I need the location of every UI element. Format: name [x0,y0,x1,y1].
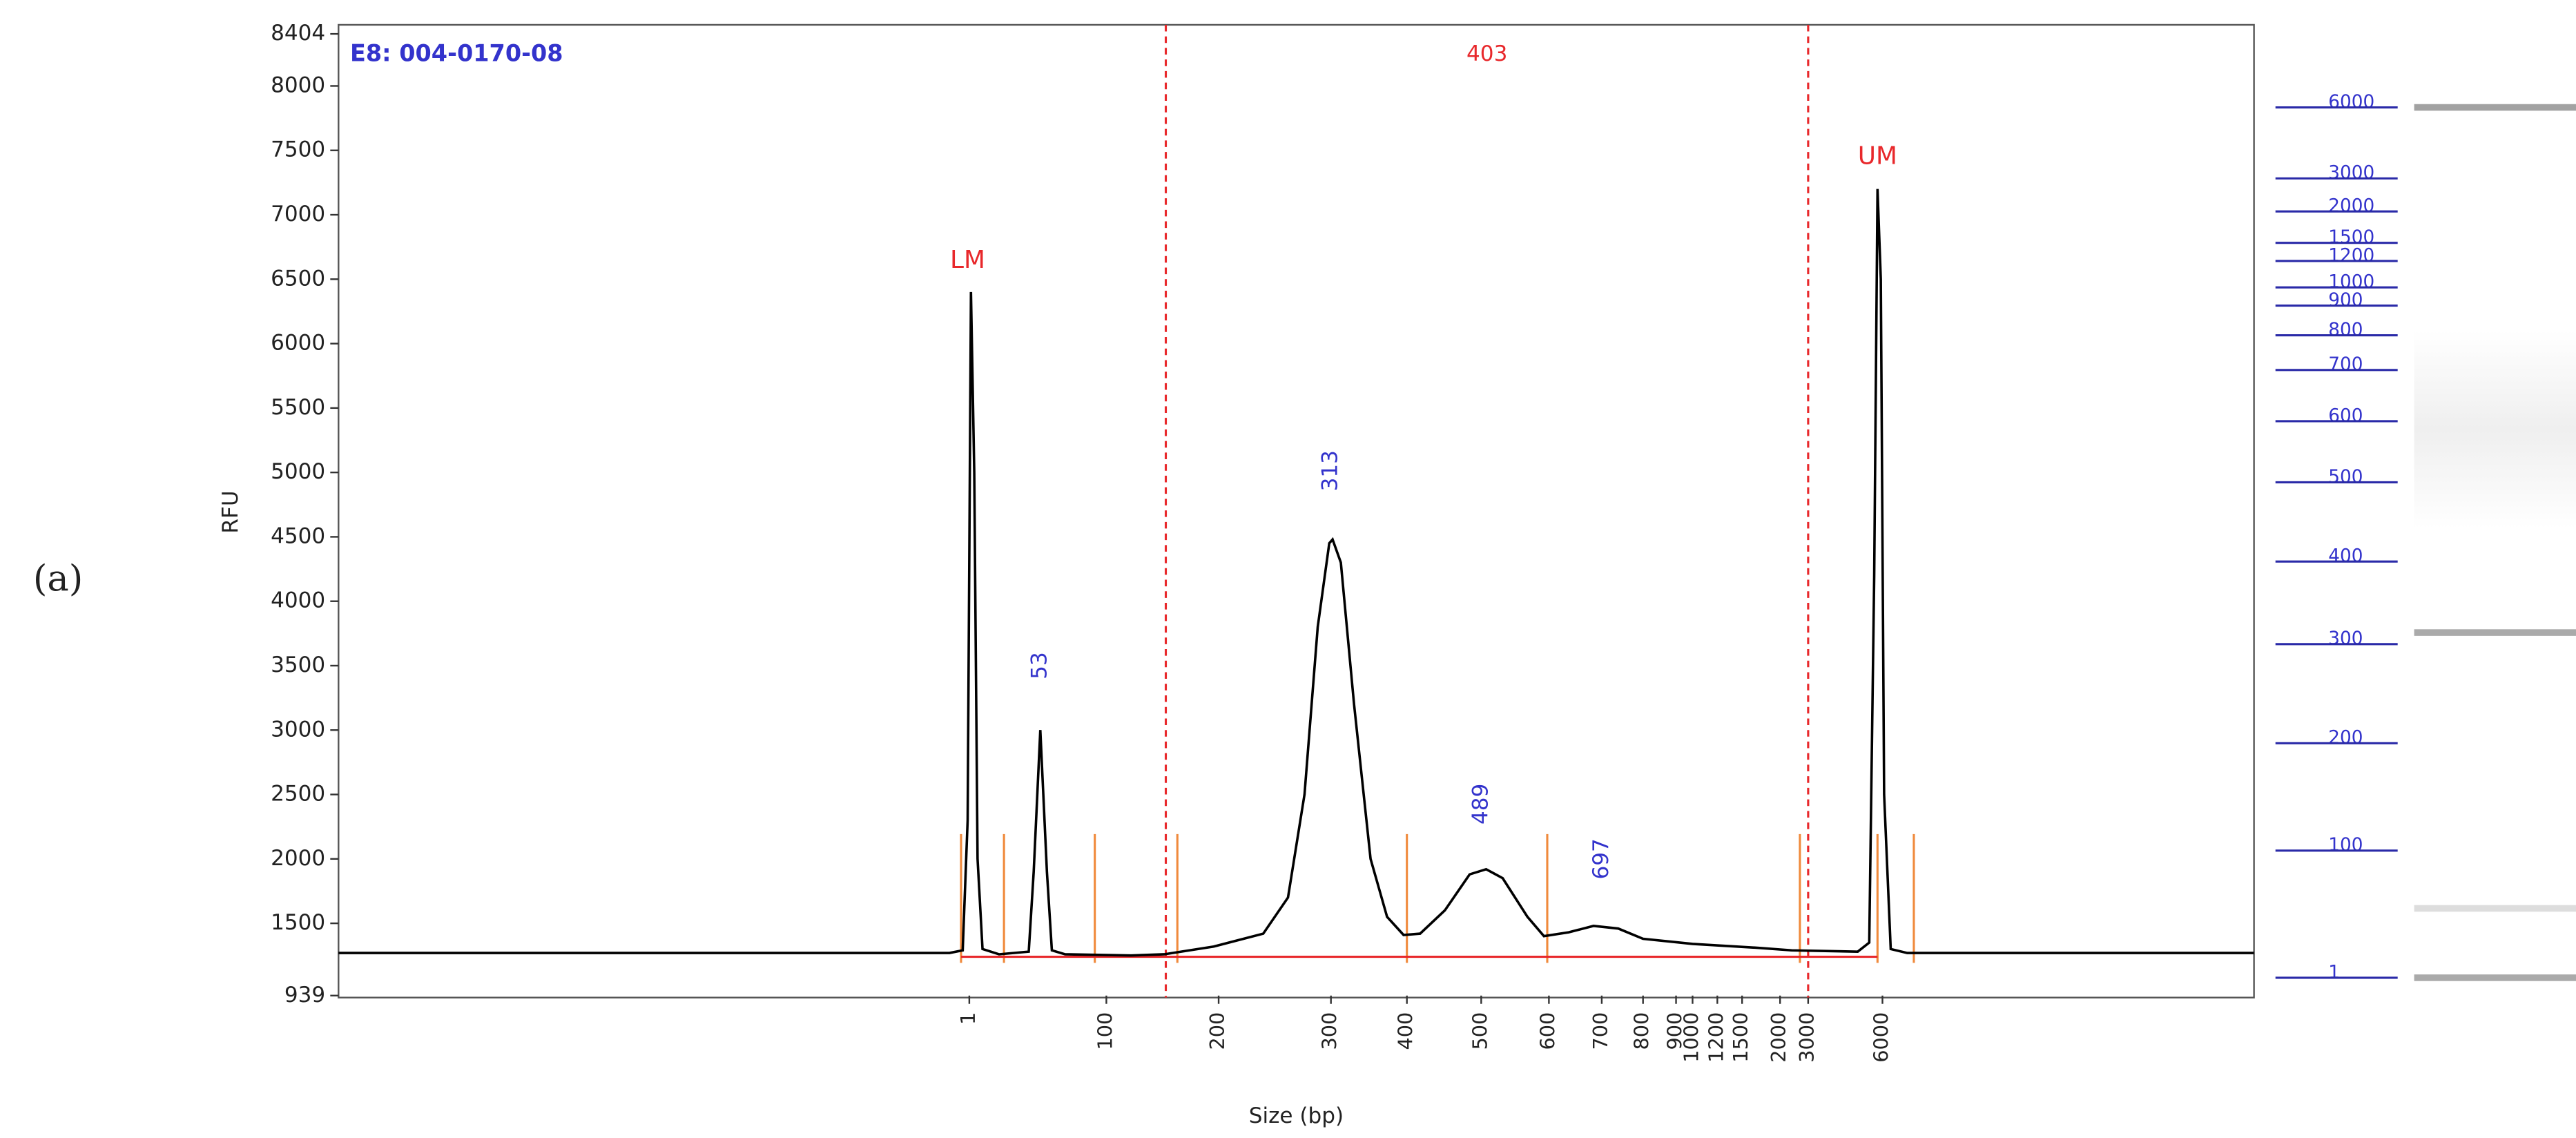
gel-band [2414,629,2576,636]
ladder-label: 200 [2328,728,2363,749]
y-tick-label: 2500 [271,782,325,807]
y-tick-label: 8000 [271,73,325,97]
gel-band [2414,974,2576,981]
x-tick-label: 2000 [1767,1012,1790,1063]
x-tick-label: 200 [1205,1012,1229,1050]
x-tick-label: 3000 [1795,1012,1819,1063]
ladder-label: 3000 [2328,163,2374,184]
x-tick-label: 300 [1318,1012,1342,1050]
ladder-label: 2000 [2328,196,2374,217]
ladder-label: 600 [2328,405,2363,426]
y-tick-label: 4500 [271,523,325,548]
ladder-label: 400 [2328,546,2363,567]
ladder-label: 1500 [2328,227,2374,248]
x-tick-label: 6000 [1869,1012,1892,1063]
ladder-label: 100 [2328,835,2363,856]
ladder-label: 1000 [2328,272,2374,293]
x-tick-label: 1200 [1704,1012,1727,1063]
y-tick-label: 7500 [271,137,325,162]
x-axis-title: Size (bp) [1249,1103,1344,1128]
peak-label: 53 [1027,652,1052,679]
x-tick-label: 100 [1093,1012,1116,1050]
peak-label: 697 [1589,838,1614,879]
ladder-label: 500 [2328,467,2363,488]
x-tick-label: 400 [1394,1012,1417,1050]
gel-smear [2414,330,2576,529]
y-tick-label: 3000 [271,717,325,742]
x-tick-label: 500 [1468,1012,1491,1050]
x-tick-label: 700 [1589,1012,1612,1050]
y-tick-label: 2000 [271,846,325,871]
y-tick-label: 5500 [271,395,325,420]
ladder-label: 700 [2328,354,2363,375]
y-tick-label: 7000 [271,202,325,226]
peak-label: 313 [1318,450,1343,491]
region-label: 403 [1466,41,1507,66]
x-tick-label: 800 [1630,1012,1654,1050]
y-tick-label: 4000 [271,588,325,613]
y-tick-label: 939 [284,983,325,1007]
ladder-label: 900 [2328,290,2363,311]
y-tick-label: 5000 [271,459,325,484]
peak-label: 489 [1468,784,1493,824]
x-tick-label: 1000 [1679,1012,1703,1063]
marker-label: UM [1858,142,1897,170]
x-tick-label: 1 [956,1012,980,1025]
y-tick-label: 8404 [271,21,325,46]
y-axis-title: RFU [218,490,243,533]
figure-label: (a) [33,557,83,599]
x-tick-label: 900 [1663,1012,1687,1050]
x-tick-label: 1500 [1729,1012,1752,1063]
x-tick-label: 600 [1536,1012,1559,1050]
gel-band [2414,905,2576,912]
ladder-label: 300 [2328,628,2363,649]
y-tick-label: 6500 [271,266,325,291]
ladder-label: 800 [2328,320,2363,340]
y-tick-label: 3500 [271,653,325,677]
marker-label: LM [950,246,985,274]
sample-name: E8: 004-0170-08 [350,39,563,66]
ladder-label: 6000 [2328,92,2374,113]
trace [338,189,2254,957]
y-tick-label: 6000 [271,331,325,356]
gel-band [2414,104,2576,111]
ladder-label: 1 [2328,962,2340,983]
ladder-label: 1200 [2328,245,2374,266]
y-tick-label: 1500 [271,910,325,935]
plot-frame [338,23,2255,999]
